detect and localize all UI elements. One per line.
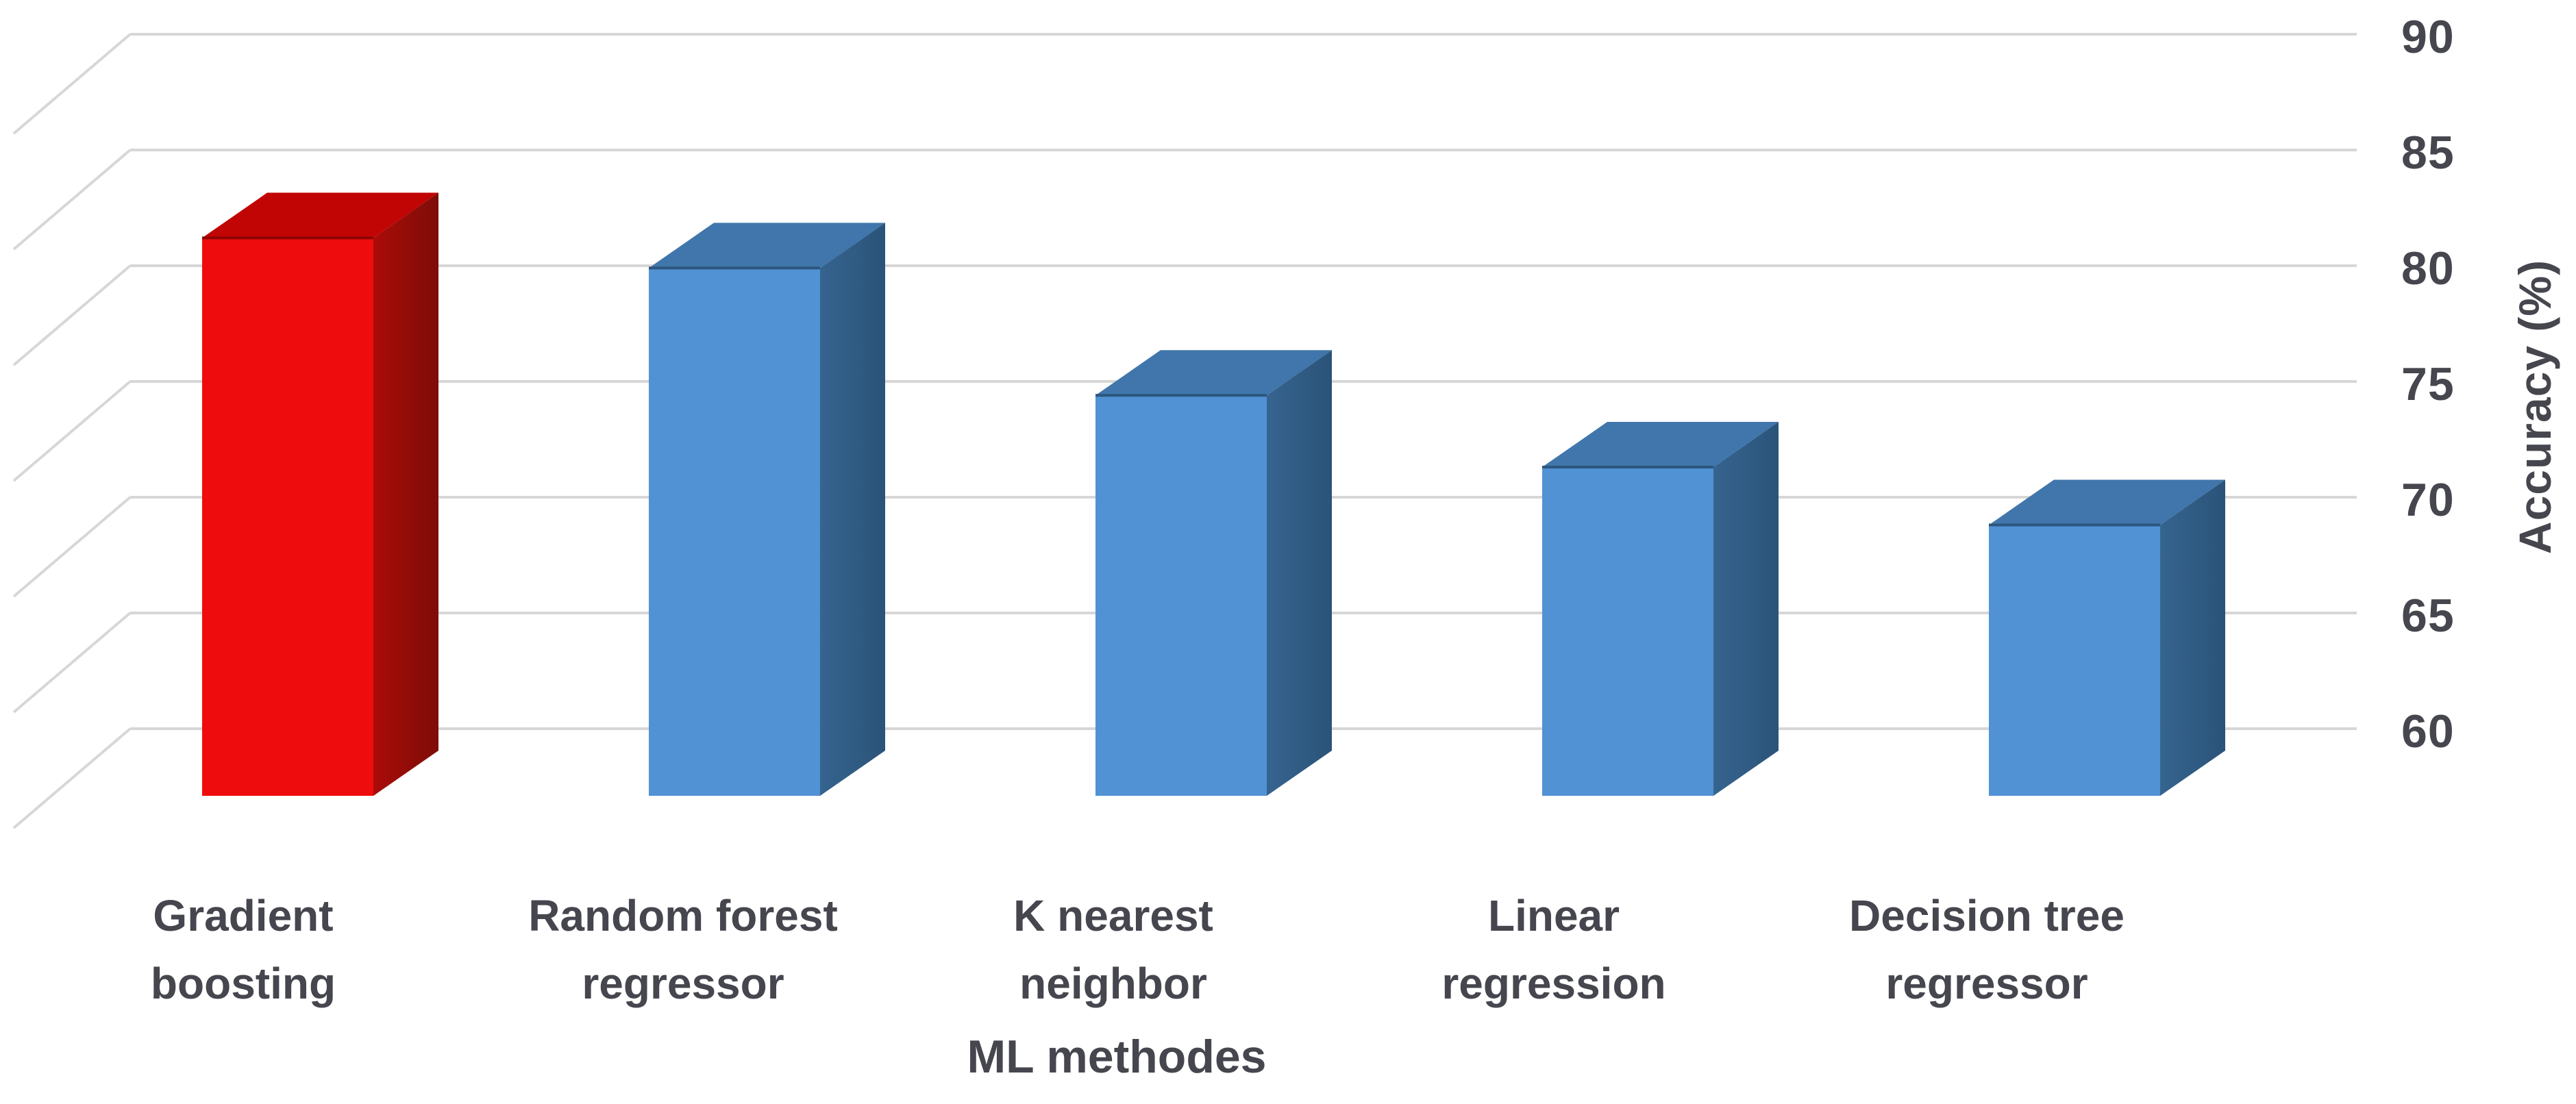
bar-side-face (820, 223, 885, 796)
y-tick-75: 75 (2401, 358, 2455, 410)
bar-side-face (1267, 350, 1332, 796)
bar-front-face (649, 268, 820, 796)
bar-top-face (649, 223, 885, 268)
bar-random-forest-regressor (649, 223, 885, 796)
bar-side-face (373, 192, 438, 796)
y-tick-70: 70 (2401, 474, 2455, 526)
category-line: regressor (1885, 959, 2088, 1008)
category-line: regressor (582, 959, 784, 1008)
bar-side-face (2160, 479, 2225, 796)
gridline-depth-80 (12, 264, 132, 366)
bar-decision-tree-regressor (1989, 479, 2225, 796)
gridline-depth-70 (12, 496, 132, 598)
bar-series (202, 192, 2225, 796)
category-label-random-forest-regressor: Random forest regressor (443, 882, 923, 1018)
bar-top-face (1095, 350, 1332, 396)
bar-linear-regression (1542, 422, 1779, 796)
gridline-depth-90 (12, 33, 132, 135)
bar-top-face (202, 192, 438, 238)
gridline-depth-85 (12, 149, 132, 251)
bar-top-face (1542, 422, 1779, 468)
bar-top-face (1989, 479, 2225, 525)
category-line: boosting (150, 959, 336, 1008)
y-tick-85: 85 (2401, 127, 2455, 179)
category-line: Gradient (153, 891, 334, 940)
category-line: Random forest (528, 891, 838, 940)
bar-front-face (1095, 395, 1267, 796)
gridline-depth-60 (12, 727, 132, 829)
category-label-k-nearest-neighbor: K nearest neighbor (874, 882, 1353, 1018)
category-line: Decision tree (1849, 891, 2125, 940)
x-axis-title: ML methodes (967, 1031, 1267, 1083)
y-tick-60: 60 (2401, 705, 2455, 757)
y-tick-80: 80 (2401, 242, 2455, 294)
gridline-depth-65 (12, 612, 132, 714)
y-tick-65: 65 (2401, 590, 2455, 642)
category-line: neighbor (1019, 959, 1207, 1008)
category-line: Linear (1487, 891, 1620, 940)
category-label-linear-regression: Linear regression (1314, 882, 1794, 1018)
bar-front-face (1542, 467, 1713, 796)
y-axis-title: Accuracy (%) (2510, 259, 2560, 555)
bar-k-nearest-neighbor (1095, 350, 1332, 796)
bar-side-face (1713, 422, 1779, 796)
category-line: regression (1441, 959, 1666, 1008)
category-label-gradient-boosting: Gradient boosting (3, 882, 483, 1018)
category-line: K nearest (1013, 891, 1213, 940)
bar-front-face (1989, 525, 2160, 796)
bar-front-face (202, 238, 373, 796)
gridline-depth-75 (12, 380, 132, 482)
bar-gradient-boosting (202, 192, 438, 796)
y-tick-90: 90 (2401, 11, 2455, 63)
category-label-decision-tree-regressor: Decision tree regressor (1747, 882, 2227, 1018)
